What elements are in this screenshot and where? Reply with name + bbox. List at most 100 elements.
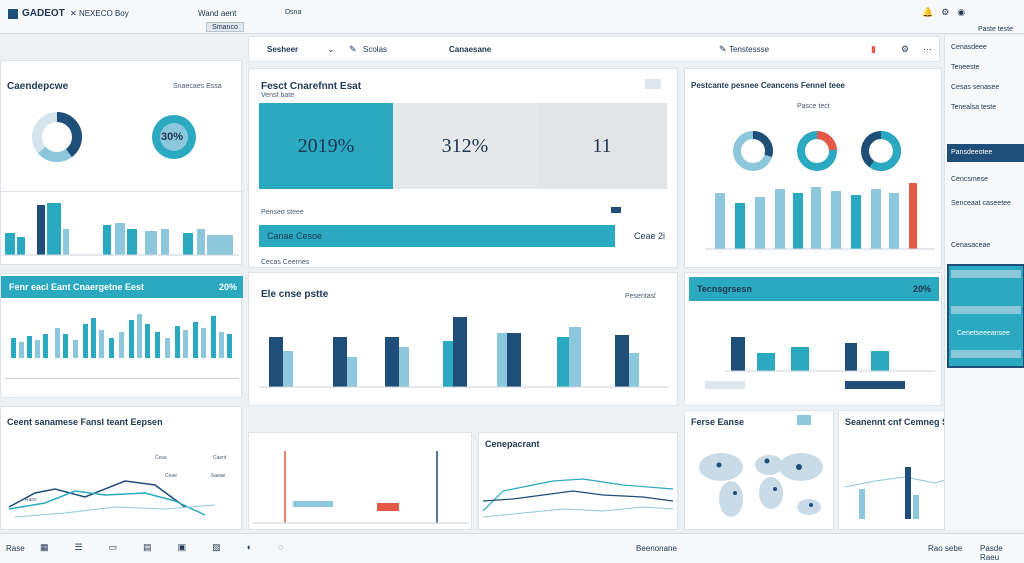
svg-text:Cesa: Cesa [155,455,167,461]
left-bottom-title: Ceent sanamese Fansl teant Eepsen [7,417,163,427]
top-action-label: Smanco [212,24,238,31]
top-icons: 🔔 ⚙ ◉ [922,7,965,18]
left-bar-chart [3,203,239,256]
left-panel-top: Caendepcwe Snaecaes Essa 30% [0,60,243,265]
left-line-chart: Cesa Caent Ceae Saeae Rans [8,455,227,518]
grid-icon[interactable]: ▦ [40,542,49,552]
kpi-value-1: 2019% [297,135,355,157]
sidebar-item-label: Cencsmese [951,176,988,183]
left-panel-divider [1,191,243,192]
tab-close-icon[interactable]: ✕ [70,9,79,18]
kpi-value-2: 312% [441,135,489,157]
kpi-bar-value: Ceae 2i [633,231,665,241]
bottom-left-lines [253,451,469,524]
logo-icon [8,8,18,19]
donut-chart-2 [152,115,196,159]
kpi-progress-bar: Canae Cesoe Ceae 2i [259,225,665,247]
right-panel-top: Pestcante pesnee Ceancens Fennel teee Pa… [684,68,942,268]
right-panel-mid: Tecnsgrsesn 20% [684,272,942,406]
top-action-button[interactable]: Smanco [206,22,244,32]
share-icon[interactable]: ◐ [246,542,253,552]
mid-bar-chart [259,317,669,388]
more-icon[interactable]: ⋯ [923,44,932,54]
left-panel-legend: Snaecaes Essa [173,83,222,90]
right-mid-header: Tecnsgrsesn 20% [689,277,939,301]
bottom-left-chart [248,432,472,530]
bottom-trend-title: Cenepacrant [485,439,540,449]
folder-icon[interactable]: ▭ [108,542,118,552]
top-bar: GADEOT ✕ NEXECO Boy Wand aent Smanco Dsn… [0,0,1024,34]
left-panel-mid: Fenr eacl Eant Cnaergetne Eest 20% [0,273,243,398]
chart-icon[interactable]: ▮ [871,44,876,54]
toolbar-item-2[interactable]: Scolas [363,45,388,54]
kpi-subtitle: Venst bate [261,92,295,99]
toolbar-item-4[interactable]: Tenstessse [729,45,770,54]
toolbar-item-3[interactable]: Canaesane [449,45,492,54]
footer-right-2[interactable]: Pasde Raeu [980,544,1003,562]
sidebar-item-1[interactable]: Teneeste [951,64,979,71]
sidebar-item-0[interactable]: Cenasdeee [951,44,987,51]
sidebar-item-label: Tenealsa teste [951,104,997,111]
svg-text:Rans: Rans [25,497,37,503]
app-logo[interactable]: GADEOT [8,8,65,19]
kpi-tile-3 [537,103,667,189]
filter-icon[interactable]: ⌄ [327,44,335,54]
toolbar-item-1[interactable]: Sesheer [267,45,299,54]
edit-icon[interactable]: ✎ [719,44,727,54]
settings-icon[interactable]: ⚙ [901,44,910,54]
table-icon[interactable]: ▤ [143,542,152,552]
bottom-trend-chart: Cenepacrant [478,432,678,530]
map-options-icon[interactable] [797,415,811,425]
tab-label: NEXECO Boy [78,9,129,18]
left-mid-axis [5,378,239,379]
bottom-right-title: Seanennt cnf Cemneg Sogede [845,417,975,427]
kpi-value-3: 11 [592,135,612,157]
right-sidebar: Cenasdeee Teneeste Cesas senasee Teneals… [944,36,1024,530]
bell-icon[interactable]: 🔔 [922,7,934,17]
kpi-title: Fesct Cnarefnnt Esat [261,81,362,92]
calendar-icon[interactable]: ▣ [177,542,187,552]
sidebar-status-row [951,350,1021,358]
kpi-bar-label: Canae Cesoe [267,231,323,241]
mid-chart-note: Pesentasl [625,293,656,300]
tab-current[interactable]: ✕ NEXECO Boy [70,9,129,18]
gear-icon[interactable]: ⚙ [941,7,950,17]
left-mid-title: Fenr eacl Eant Cnaergetne Eest [9,282,145,292]
kpi-panel: Fesct Cnarefnnt Esat Venst bate 2019% 31… [248,68,678,268]
top-far-right: Paste teste [978,26,1014,33]
sidebar-item-label: Pansdeeotee [951,149,993,156]
sidebar-status-row [951,306,1021,314]
kpi-options-icon[interactable] [645,79,661,89]
left-mid-bar-chart [11,314,232,358]
sidebar-item-label: Cenasaceae [951,242,991,249]
sidebar-status-block[interactable]: Cenetseeeansee [947,264,1024,368]
sidebar-status-row [951,270,1021,278]
footer-right-1[interactable]: Rao sebe [928,544,963,553]
image-icon[interactable]: ▨ [212,542,221,552]
sidebar-item-active[interactable]: Pansdeeotee [947,144,1024,162]
logo-text: GADEOT [22,8,65,19]
left-mid-value: 20% [218,282,237,292]
sidebar-item-6[interactable]: Senceaat caseetee [951,200,1011,207]
right-donut-3 [861,131,901,171]
refresh-icon[interactable]: ◌ [278,542,284,552]
top-center-text: Wand aent [198,9,237,18]
mid-chart-title: Ele cnse pstte [261,289,329,300]
world-map [699,453,823,517]
right-panel-subtitle: Pasce tect [797,103,830,110]
right-panel-title: Pestcante pesnee Ceancens Fennel teee [691,81,845,90]
footer-icons: ▦ ☰ ▭ ▤ ▣ ▨ ◐ ◌ [40,542,283,553]
footer-bar: Rase ▦ ☰ ▭ ▤ ▣ ▨ ◐ ◌ Beenonane Rao sebe … [0,533,1024,563]
left-mid-header: Fenr eacl Eant Cnaergetne Eest 20% [1,276,243,298]
sidebar-item-3[interactable]: Tenealsa teste [951,104,996,111]
bottom-map-panel: Ferse Eanse [684,410,834,530]
sidebar-item-2[interactable]: Cesas senasee [951,84,999,91]
sidebar-item-7[interactable]: Cenasaceae [951,242,990,249]
list-icon[interactable]: ☰ [74,542,83,552]
bottom-map-title: Ferse Eanse [691,417,745,427]
sidebar-item-5[interactable]: Cencsmese [951,176,988,183]
user-icon[interactable]: ◉ [957,7,966,17]
pin-icon[interactable]: ✎ [349,44,357,54]
top-right-text: Dsna [285,9,302,16]
footer-left[interactable]: Rase [6,544,25,553]
